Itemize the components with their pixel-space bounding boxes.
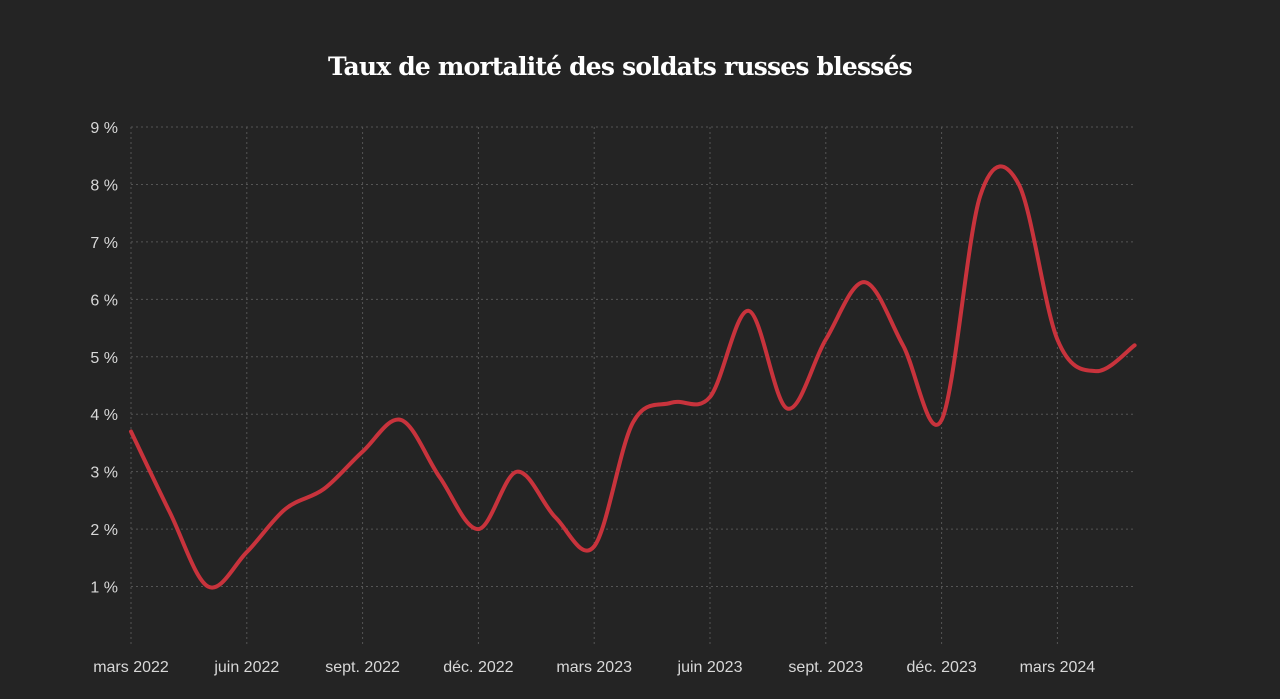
- x-tick-label: sept. 2023: [788, 659, 863, 676]
- x-tick-label: mars 2023: [556, 659, 632, 676]
- y-tick-label: 5 %: [90, 350, 118, 367]
- x-tick-label: sept. 2022: [325, 659, 400, 676]
- y-tick-label: 9 %: [90, 120, 118, 137]
- y-tick-label: 4 %: [90, 407, 118, 424]
- x-tick-label: déc. 2023: [906, 659, 976, 676]
- x-tick-label: juin 2022: [213, 659, 279, 676]
- y-tick-label: 3 %: [90, 465, 118, 482]
- y-tick-label: 1 %: [90, 580, 118, 597]
- x-tick-label: juin 2023: [677, 659, 743, 676]
- x-axis-labels: mars 2022 juin 2022 sept. 2022 déc. 2022 mar…: [93, 659, 1095, 676]
- y-axis-labels: 1 % 2 % 3 % 4 % 5 % 6 % 7 % 8 % 9 %: [90, 120, 118, 597]
- x-tick-label: mars 2022: [93, 659, 169, 676]
- y-tick-label: 6 %: [90, 292, 118, 309]
- chart-title: Taux de mortalité des soldats russes ble…: [328, 52, 913, 81]
- series-line: [129, 164, 1137, 590]
- y-tick-label: 7 %: [90, 235, 118, 252]
- y-tick-label: 8 %: [90, 177, 118, 194]
- chart-grid: [130, 126, 1133, 644]
- x-tick-label: mars 2024: [1020, 659, 1096, 676]
- chart-series: [129, 164, 1137, 590]
- x-tick-label: déc. 2022: [443, 659, 513, 676]
- y-tick-label: 2 %: [90, 522, 118, 539]
